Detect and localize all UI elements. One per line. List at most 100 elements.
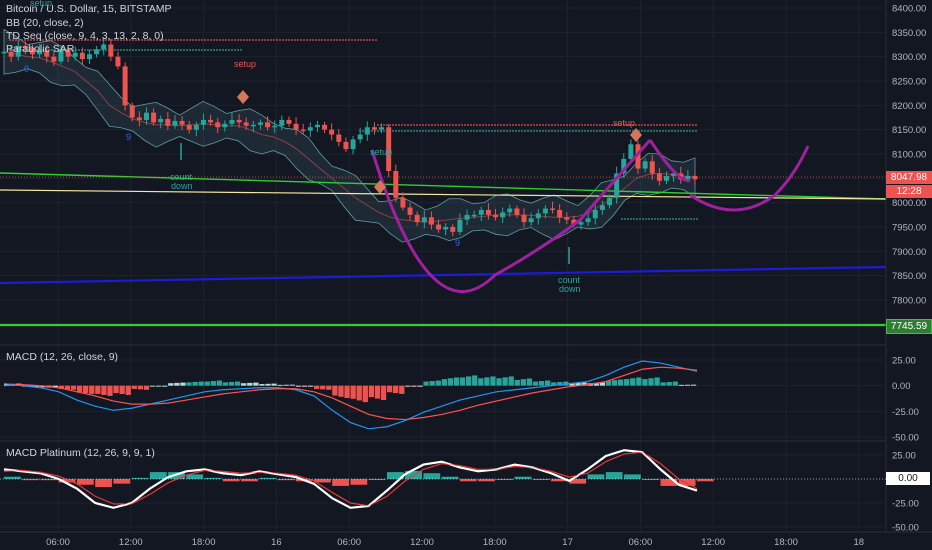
resistance-dots	[45, 39, 47, 41]
candle-body	[243, 122, 249, 126]
resistance-dots	[656, 124, 658, 126]
resistance-dots	[72, 39, 74, 41]
price-tick-label: 7800.00	[892, 296, 926, 307]
resistance-dots	[348, 39, 350, 41]
resistance-dots	[473, 124, 475, 126]
resistance-dots	[90, 39, 92, 41]
resistance-dots	[285, 39, 287, 41]
histogram-bar	[83, 385, 89, 394]
resistance-dots	[398, 124, 400, 126]
support-dots	[536, 130, 538, 132]
resistance-dots	[234, 39, 236, 41]
resistance-dots	[470, 124, 472, 126]
candle-body	[550, 208, 556, 211]
support-dots	[90, 49, 92, 51]
legend-parabolic-sar[interactable]: Parabolic SAR	[6, 43, 75, 55]
price-axis[interactable]: 8400.00 8350.00 8300.00 8250.00 8200.00 8150.…	[892, 4, 926, 307]
support-dots	[186, 49, 188, 51]
support-dots	[434, 130, 436, 132]
setup-label-3: setup	[613, 118, 635, 128]
macd-title[interactable]: MACD (12, 26, close, 9)	[6, 351, 119, 363]
resistance-dots	[452, 124, 454, 126]
candle-body	[571, 219, 577, 225]
resistance-dots	[518, 124, 520, 126]
resistance-dots	[171, 39, 173, 41]
resistance-dots	[111, 39, 113, 41]
support-dots	[605, 130, 607, 132]
support-dots	[72, 49, 74, 51]
histogram-bar	[599, 382, 606, 386]
histogram-bar	[386, 472, 404, 479]
price-tick-label: 7900.00	[892, 247, 926, 258]
candle-body	[542, 208, 548, 214]
legend-bb[interactable]: BB (20, close, 2)	[6, 17, 84, 29]
resistance-dots	[210, 39, 212, 41]
resistance-dots	[434, 124, 436, 126]
support-dots	[198, 49, 200, 51]
resistance-dots	[443, 124, 445, 126]
histogram-bar	[672, 381, 678, 386]
resistance-dots	[395, 124, 397, 126]
histogram-bar	[624, 474, 641, 479]
histogram-bar	[58, 385, 64, 389]
time-axis[interactable]: 06:00 12:00 18:00 16 06:00 12:00 18:00 17 06:00 1…	[46, 537, 864, 548]
resistance-dots	[165, 39, 167, 41]
cup-curve	[370, 139, 652, 294]
macd-platinum-title[interactable]: MACD Platinum (12, 26, 9, 9, 1)	[6, 447, 155, 459]
resistance-dots	[497, 124, 499, 126]
candle-body	[22, 45, 28, 48]
resistance-dots	[375, 39, 377, 41]
candle-body	[379, 127, 385, 130]
support-dots	[228, 49, 230, 51]
histogram-bar	[678, 479, 696, 486]
support-dots	[443, 130, 445, 132]
support-dots	[410, 130, 412, 132]
resistance-dots	[300, 39, 302, 41]
resistance-dots	[306, 39, 308, 41]
td-markers: setup setup setup count down count down …	[24, 59, 642, 294]
histogram-bar	[405, 385, 411, 387]
resistance-dots	[431, 124, 433, 126]
resistance-dots	[228, 39, 230, 41]
resistance-dots	[572, 124, 574, 126]
candle-body	[478, 209, 484, 215]
histogram-bar	[362, 385, 368, 403]
candle-body	[400, 197, 406, 208]
candle-body	[122, 66, 128, 106]
support-dots	[213, 49, 215, 51]
legend-td-seq[interactable]: TD Seq (close, 9, 4, 3, 13, 2, 8, 0)	[6, 30, 164, 42]
resistance-dots	[557, 124, 559, 126]
histogram-bar	[149, 472, 167, 479]
candle-body	[664, 175, 670, 181]
candle-body	[614, 173, 620, 198]
support-dots	[467, 130, 469, 132]
support-dots	[663, 218, 665, 220]
resistance-dots	[198, 39, 200, 41]
support-dots	[633, 218, 635, 220]
candle-body	[322, 124, 328, 130]
support-dots	[240, 49, 242, 51]
support-dots	[428, 130, 430, 132]
candle-body	[236, 119, 242, 123]
support-dots	[105, 49, 107, 51]
resistance-dots	[491, 124, 493, 126]
resistance-dots	[551, 124, 553, 126]
resistance-dots	[60, 39, 62, 41]
histogram-bar	[52, 385, 58, 388]
candle-body	[101, 44, 107, 50]
yellow-trendline	[0, 189, 887, 200]
histogram-bar	[575, 382, 581, 386]
resistance-dots	[545, 124, 547, 126]
price-tick-label: 8350.00	[892, 28, 926, 39]
histogram-bar	[265, 383, 271, 386]
setup-diamond-1	[237, 90, 249, 104]
histogram-bar	[569, 479, 587, 484]
support-dots	[446, 130, 448, 132]
candle-body	[51, 56, 57, 62]
histogram-bar	[131, 385, 137, 389]
support-dots	[171, 49, 173, 51]
resistance-dots	[30, 39, 32, 41]
histogram-bar	[76, 385, 83, 393]
histogram-bar	[283, 384, 289, 386]
